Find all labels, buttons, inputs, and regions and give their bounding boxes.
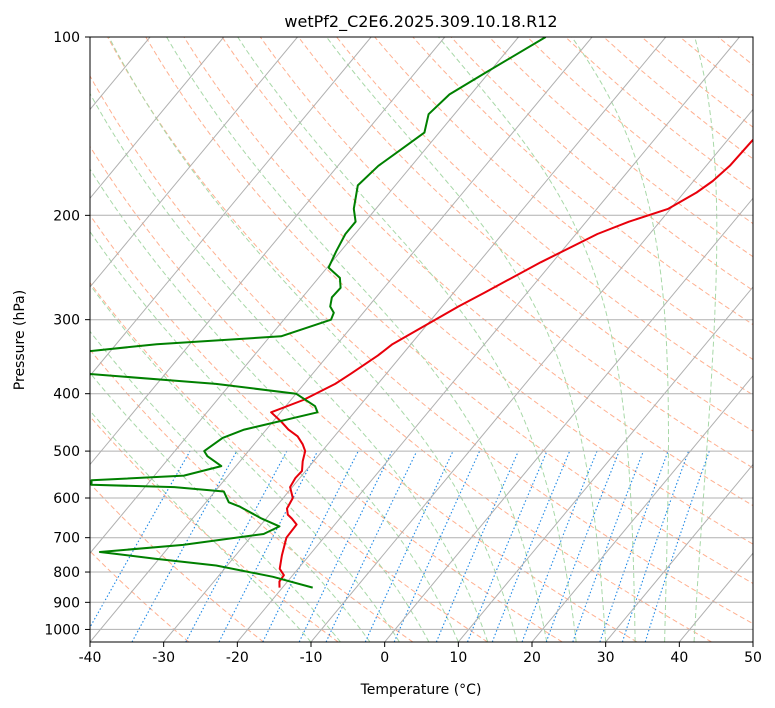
y-tick-label: 400 <box>53 387 80 403</box>
moist-adiabat <box>90 92 489 642</box>
isotherm <box>90 37 519 554</box>
dry-adiabat <box>90 214 563 642</box>
dewpoint-series <box>90 37 547 589</box>
x-tick-label: -40 <box>79 650 102 666</box>
dry-adiabat <box>90 482 264 642</box>
moist-adiabat <box>438 37 636 642</box>
isotherm <box>605 463 753 642</box>
x-axis: -40 -30 -20 -10 0 10 20 30 40 50 <box>79 642 762 666</box>
isotherm <box>384 197 753 642</box>
temperature-series <box>270 138 753 588</box>
x-tick-label: 30 <box>597 650 615 666</box>
isotherm <box>310 108 753 642</box>
y-axis-label: Pressure (hPa) <box>12 290 28 390</box>
dry-adiabat <box>603 37 753 160</box>
isotherms <box>90 37 753 642</box>
isotherm <box>236 37 740 642</box>
moist-adiabat <box>693 37 718 642</box>
x-tick-label: 50 <box>744 650 762 666</box>
y-tick-label: 300 <box>53 313 80 329</box>
isotherm <box>531 374 753 642</box>
dry-adiabat <box>183 37 753 545</box>
pressure-gridlines <box>90 37 753 630</box>
dry-adiabat <box>450 37 753 291</box>
sounding-series <box>90 37 753 589</box>
y-tick-label: 900 <box>53 595 80 611</box>
moist-adiabat <box>108 37 518 642</box>
y-tick-label: 700 <box>53 531 80 547</box>
dry-adiabat <box>221 37 753 507</box>
x-tick-label: -30 <box>152 650 175 666</box>
isotherm <box>90 37 446 466</box>
isotherm <box>457 286 753 642</box>
y-tick-label: 100 <box>53 30 80 46</box>
moist-adiabat <box>90 330 371 642</box>
x-tick-label: -20 <box>226 650 249 666</box>
moist-adiabat <box>90 284 400 642</box>
x-tick-label: 0 <box>380 650 389 666</box>
isotherm <box>90 37 225 200</box>
plot-area <box>90 37 753 642</box>
isotherm <box>90 37 372 377</box>
dry-adiabat <box>145 37 753 584</box>
plot-frame <box>89 36 754 643</box>
chart-title: wetPf2_C2E6.2025.309.10.18.R12 <box>284 12 557 32</box>
y-axis: 100 200 300 400 500 600 700 800 900 1000 <box>44 30 90 638</box>
dry-adiabat <box>374 37 753 361</box>
moist-adiabat <box>237 37 577 642</box>
dry-adiabat <box>336 37 753 396</box>
x-tick-label: -10 <box>300 650 323 666</box>
y-tick-label: 800 <box>53 565 80 581</box>
x-axis-label: Temperature (°C) <box>360 682 482 698</box>
dry-adiabat <box>527 37 753 225</box>
x-tick-label: 40 <box>670 650 688 666</box>
moist-adiabat <box>326 37 607 642</box>
moist-adiabat <box>90 230 430 642</box>
moist-adiabat <box>90 168 459 642</box>
isotherm <box>90 37 593 642</box>
dry-adiabat <box>488 37 753 258</box>
y-tick-label: 500 <box>53 444 80 460</box>
dry-adiabat <box>90 74 712 642</box>
moist-adiabat <box>571 37 669 642</box>
y-tick-label: 200 <box>53 208 80 224</box>
dry-adiabat <box>107 37 753 625</box>
isotherm <box>90 37 298 288</box>
x-tick-label: 10 <box>449 650 467 666</box>
y-tick-label: 1000 <box>44 622 80 638</box>
dry-adiabat <box>298 37 753 432</box>
isotherm <box>163 37 667 642</box>
y-tick-label: 600 <box>53 491 80 507</box>
dry-adiabat <box>259 37 753 469</box>
x-tick-label: 20 <box>523 650 541 666</box>
